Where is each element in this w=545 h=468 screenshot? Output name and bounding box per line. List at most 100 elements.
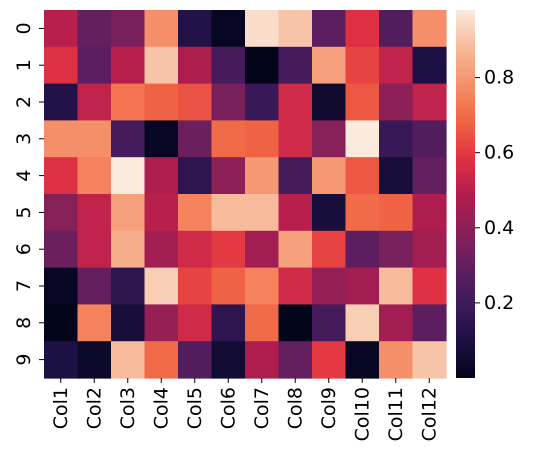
heatmap-cell-7-Col11	[379, 267, 414, 305]
heatmap-cell-8-Col1	[44, 304, 79, 342]
y-tick-label: 5	[13, 206, 35, 218]
heatmap-cell-9-Col5	[178, 341, 213, 379]
heatmap-cell-5-Col12	[412, 194, 447, 232]
heatmap-cell-0-Col9	[312, 10, 347, 48]
heatmap-cell-8-Col8	[278, 304, 313, 342]
heatmap-cell-4-Col3	[111, 157, 146, 195]
heatmap-cell-4-Col4	[144, 157, 179, 195]
heatmap-cell-8-Col10	[345, 304, 380, 342]
y-tick-label: 8	[13, 317, 35, 329]
heatmap-cell-6-Col1	[44, 230, 79, 269]
heatmap-cell-5-Col8	[278, 194, 313, 232]
heatmap-cell-6-Col7	[245, 230, 280, 269]
heatmap-cell-7-Col10	[345, 267, 380, 305]
colorbar-tick-label: 0.6	[484, 142, 514, 164]
heatmap-cell-9-Col10	[345, 341, 380, 379]
heatmap-cell-7-Col9	[312, 267, 347, 305]
y-tick-label: 2	[13, 96, 35, 108]
heatmap-cell-0-Col10	[345, 10, 380, 48]
heatmap-cell-2-Col4	[144, 83, 179, 121]
heatmap-cell-8-Col3	[111, 304, 146, 342]
heatmap-cell-0-Col3	[111, 10, 146, 48]
heatmap-cell-1-Col8	[278, 46, 313, 85]
heatmap-cell-3-Col2	[77, 120, 112, 158]
heatmap-cell-2-Col1	[44, 83, 79, 121]
x-tick-label: Col5	[184, 387, 206, 429]
heatmap-cell-8-Col2	[77, 304, 112, 342]
heatmap-cell-8-Col5	[178, 304, 213, 342]
heatmap-cell-9-Col1	[44, 341, 79, 379]
heatmap-cell-5-Col1	[44, 194, 79, 232]
y-tick-label: 6	[13, 243, 35, 255]
heatmap-cells	[44, 10, 447, 379]
y-tick-label: 7	[13, 280, 35, 292]
heatmap-cell-1-Col1	[44, 46, 79, 85]
heatmap-cell-5-Col6	[211, 194, 246, 232]
heatmap-cell-4-Col7	[245, 157, 280, 195]
colorbar-gradient	[456, 10, 475, 378]
heatmap-cell-1-Col12	[412, 46, 447, 85]
heatmap-cell-2-Col3	[111, 83, 146, 121]
heatmap-cell-7-Col4	[144, 267, 179, 305]
heatmap-cell-7-Col7	[245, 267, 280, 305]
heatmap-cell-0-Col11	[379, 10, 414, 48]
heatmap-cell-3-Col5	[178, 120, 213, 158]
heatmap-cell-3-Col4	[144, 120, 179, 158]
heatmap-cell-5-Col5	[178, 194, 213, 232]
heatmap-cell-8-Col6	[211, 304, 246, 342]
heatmap-cell-9-Col8	[278, 341, 313, 379]
heatmap-cell-5-Col4	[144, 194, 179, 232]
heatmap-cell-3-Col8	[278, 120, 313, 158]
heatmap-cell-4-Col9	[312, 157, 347, 195]
heatmap-cell-0-Col2	[77, 10, 112, 48]
heatmap-cell-6-Col10	[345, 230, 380, 269]
heatmap-cell-0-Col6	[211, 10, 246, 48]
x-tick-label: Col12	[418, 387, 440, 441]
heatmap-cell-8-Col9	[312, 304, 347, 342]
heatmap-cell-3-Col7	[245, 120, 280, 158]
heatmap-cell-4-Col5	[178, 157, 213, 195]
heatmap-cell-6-Col5	[178, 230, 213, 269]
heatmap-cell-5-Col10	[345, 194, 380, 232]
heatmap-cell-6-Col3	[111, 230, 146, 269]
y-tick-label: 4	[13, 170, 35, 182]
heatmap-cell-2-Col5	[178, 83, 213, 121]
heatmap-cell-5-Col7	[245, 194, 280, 232]
heatmap-cell-5-Col2	[77, 194, 112, 232]
heatmap-cell-7-Col8	[278, 267, 313, 305]
heatmap-cell-2-Col6	[211, 83, 246, 121]
heatmap-cell-9-Col9	[312, 341, 347, 379]
y-tick-label: 9	[13, 354, 35, 366]
heatmap-cell-5-Col3	[111, 194, 146, 232]
x-tick-label: Col6	[217, 387, 239, 429]
heatmap-cell-2-Col2	[77, 83, 112, 121]
heatmap-cell-9-Col3	[111, 341, 146, 379]
heatmap-cell-9-Col11	[379, 341, 414, 379]
heatmap-cell-2-Col12	[412, 83, 447, 121]
heatmap-cell-0-Col1	[44, 10, 79, 48]
heatmap-cell-9-Col2	[77, 341, 112, 379]
x-tick-label: Col10	[351, 387, 373, 441]
x-tick-label: Col8	[284, 387, 306, 429]
heatmap-cell-3-Col3	[111, 120, 146, 158]
y-tick-labels: 0 1 2 3 4 5 6 7 8 9	[13, 22, 44, 366]
heatmap-cell-1-Col10	[345, 46, 380, 85]
heatmap-cell-0-Col12	[412, 10, 447, 48]
x-tick-label: Col7	[251, 387, 273, 429]
heatmap-cell-5-Col9	[312, 194, 347, 232]
heatmap-cell-0-Col7	[245, 10, 280, 48]
x-tick-label: Col1	[50, 387, 72, 429]
colorbar-tick-label: 0.8	[484, 67, 514, 89]
x-tick-label: Col2	[83, 387, 105, 429]
x-tick-label: Col11	[385, 387, 407, 441]
y-tick-label: 0	[13, 22, 35, 34]
heatmap-cell-6-Col6	[211, 230, 246, 269]
heatmap-cell-6-Col8	[278, 230, 313, 269]
heatmap-cell-8-Col11	[379, 304, 414, 342]
heatmap-cell-3-Col6	[211, 120, 246, 158]
heatmap-cell-0-Col4	[144, 10, 179, 48]
x-tick-label: Col4	[150, 387, 172, 429]
heatmap-cell-1-Col7	[245, 46, 280, 85]
colorbar-tick-label: 0.4	[484, 217, 514, 239]
